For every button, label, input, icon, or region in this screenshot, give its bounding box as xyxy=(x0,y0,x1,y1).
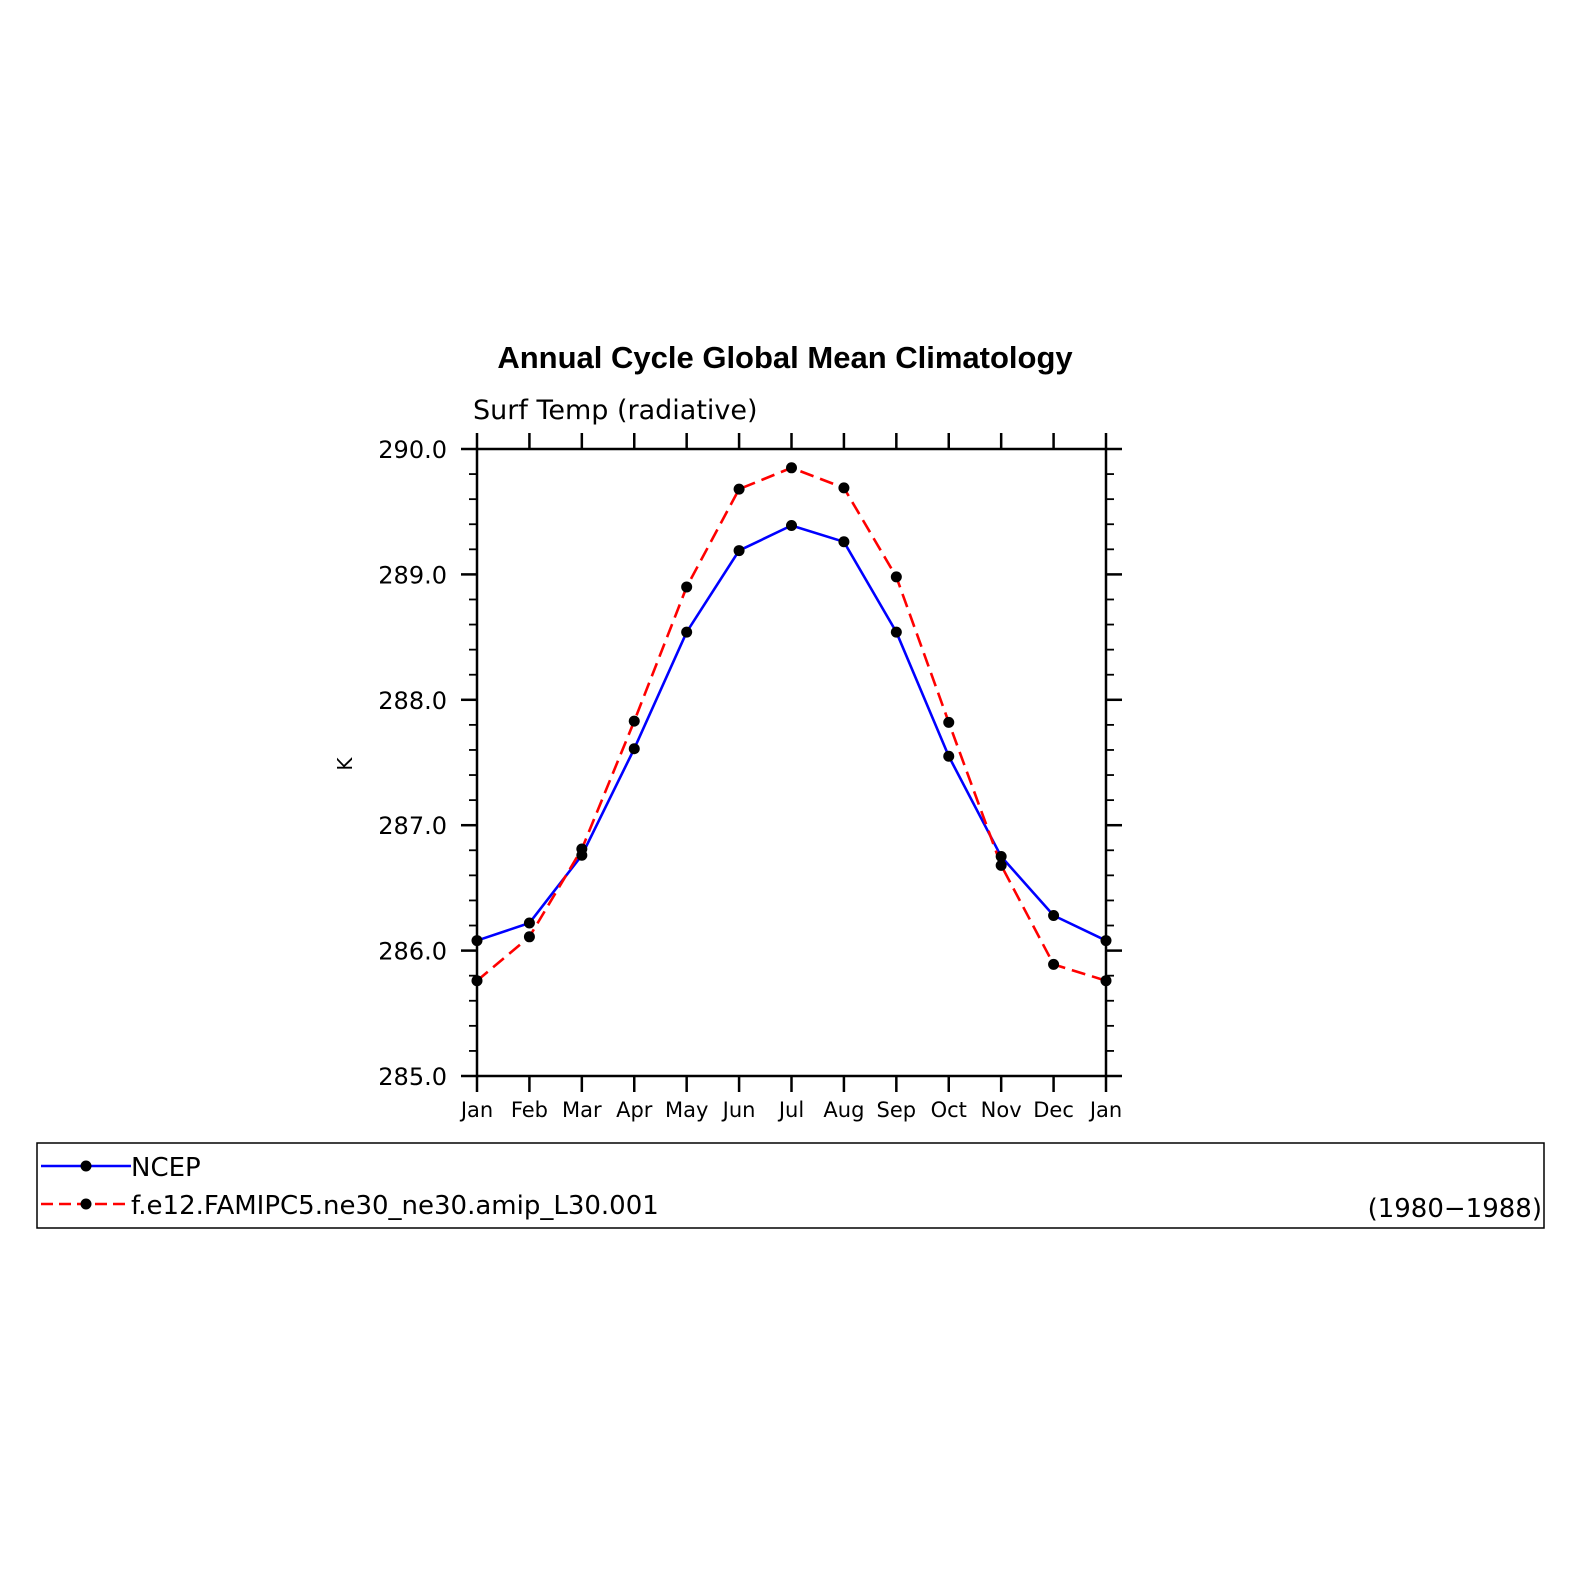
data-point xyxy=(838,536,850,548)
data-point xyxy=(838,482,850,494)
data-point xyxy=(995,859,1007,871)
x-tick-label: Feb xyxy=(511,1098,548,1122)
marker-layer xyxy=(471,462,1112,987)
x-tick-label: Dec xyxy=(1033,1098,1074,1122)
axis-tick-labels: 285.0 286.0 287.0 288.0 289.0 290.0 Jan Feb Mar A… xyxy=(378,436,1122,1122)
data-point xyxy=(995,851,1007,863)
chart-subtitle: Surf Temp (radiative) xyxy=(473,395,758,426)
data-point xyxy=(786,462,797,474)
axis-ticks xyxy=(461,433,1122,1092)
data-point xyxy=(1048,909,1060,921)
y-tick-label: 289.0 xyxy=(378,561,447,589)
data-point xyxy=(943,716,955,728)
data-point xyxy=(1100,935,1112,947)
data-point xyxy=(681,581,693,593)
y-tick-label: 288.0 xyxy=(378,687,447,715)
chart-title: Annual Cycle Global Mean Climatology xyxy=(497,340,1073,375)
x-tick-label: Sep xyxy=(877,1098,917,1122)
x-tick-label: Oct xyxy=(931,1098,967,1122)
data-point xyxy=(628,715,640,727)
data-point xyxy=(943,750,955,762)
legend-label: f.e12.FAMIPC5.ne30_ne30.amip_L30.001 xyxy=(131,1191,659,1221)
x-tick-label: Jan xyxy=(459,1098,493,1122)
y-tick-label: 285.0 xyxy=(378,1063,447,1091)
x-tick-label: Jan xyxy=(1088,1098,1122,1122)
y-tick-label: 287.0 xyxy=(378,812,447,840)
x-tick-label: Nov xyxy=(981,1098,1022,1122)
data-point xyxy=(1048,958,1060,970)
plot-frame xyxy=(475,447,1108,1078)
legend: NCEP f.e12.FAMIPC5.ne30_ne30.amip_L30.001… xyxy=(36,1142,1545,1229)
data-point xyxy=(733,483,745,495)
legend-swatch-marker xyxy=(80,1160,92,1172)
data-point xyxy=(1100,975,1112,987)
data-point xyxy=(890,571,902,583)
y-tick-label: 286.0 xyxy=(378,938,447,966)
x-tick-label: Aug xyxy=(823,1098,864,1122)
series-line-2 xyxy=(476,466,1107,982)
data-point xyxy=(786,519,797,531)
series-line-1 xyxy=(476,524,1107,942)
data-point xyxy=(523,931,535,943)
x-tick-label: Jul xyxy=(777,1098,804,1122)
x-tick-label: Apr xyxy=(616,1098,653,1122)
x-tick-label: Jun xyxy=(721,1098,756,1122)
data-point xyxy=(576,843,588,855)
data-point xyxy=(471,975,483,987)
series-layer xyxy=(476,466,1107,982)
data-point xyxy=(628,743,640,755)
plot-border xyxy=(475,447,1108,1078)
data-point xyxy=(681,626,693,638)
legend-period-label: (1980−1988) xyxy=(1368,1194,1542,1224)
x-tick-label: Mar xyxy=(562,1098,602,1122)
x-tick-label: May xyxy=(665,1098,708,1122)
legend-label: NCEP xyxy=(131,1153,201,1183)
data-point xyxy=(733,545,745,557)
legend-box xyxy=(36,1142,1545,1229)
y-axis-label: K xyxy=(333,757,357,771)
y-tick-label: 290.0 xyxy=(378,436,447,464)
data-point xyxy=(890,626,902,638)
legend-swatch-marker xyxy=(80,1198,92,1210)
data-point xyxy=(523,917,535,929)
data-point xyxy=(471,935,483,947)
